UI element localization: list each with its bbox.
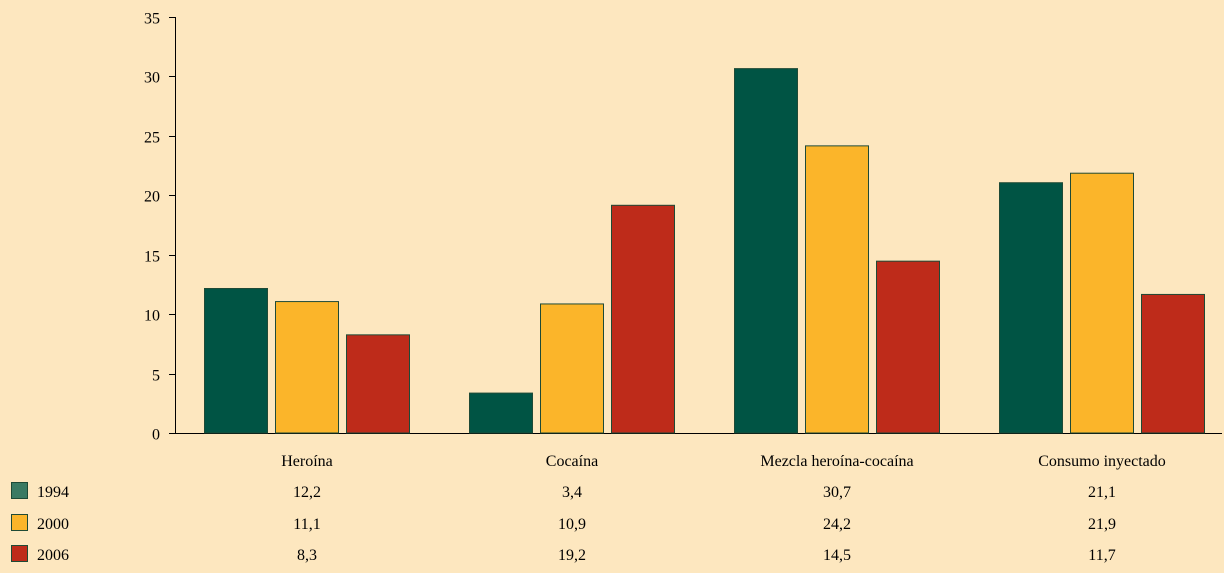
data-label: 8,3	[297, 547, 317, 564]
y-tick-label: 10	[144, 308, 160, 325]
data-label: 11,1	[293, 516, 320, 533]
category-label: Consumo inyectado	[1038, 453, 1166, 470]
bar-2006-2	[611, 204, 675, 434]
data-label: 19,2	[558, 547, 586, 564]
data-label: 14,5	[823, 547, 851, 564]
bar-2006-4	[1141, 293, 1205, 434]
data-label: 30,7	[823, 484, 851, 501]
y-tick-label: 5	[152, 368, 160, 385]
bar-2000-4	[1070, 172, 1134, 434]
legend-label: 2006	[37, 547, 69, 564]
bar-2006-1	[346, 334, 410, 434]
data-label: 10,9	[558, 516, 586, 533]
bar-2006-3	[876, 260, 940, 434]
bar-1994-2	[469, 392, 533, 434]
y-tick-label: 30	[144, 70, 160, 87]
data-label: 24,2	[823, 516, 851, 533]
data-label: 21,9	[1088, 516, 1116, 533]
category-label: Cocaína	[546, 453, 598, 470]
y-tick-label: 25	[144, 130, 160, 147]
legend-swatch-2006	[11, 545, 28, 562]
bar-2000-3	[805, 145, 869, 434]
data-label: 11,7	[1088, 547, 1115, 564]
y-tick-label: 20	[144, 189, 160, 206]
y-tick-label: 15	[144, 249, 160, 266]
y-tick-label: 35	[144, 11, 160, 28]
legend-swatch-1994	[11, 482, 28, 499]
category-label: Mezcla heroína-cocaína	[760, 453, 913, 470]
category-label: Heroína	[281, 453, 333, 470]
bar-1994-4	[999, 182, 1063, 434]
legend-label: 2000	[37, 516, 69, 533]
legend-swatch-2000	[11, 514, 28, 531]
y-tick-label: 0	[152, 427, 160, 444]
bar-1994-3	[734, 68, 798, 434]
data-label: 21,1	[1088, 484, 1116, 501]
bar-1994-1	[204, 287, 268, 434]
bar-2000-2	[540, 303, 604, 434]
legend-label: 1994	[37, 484, 69, 501]
data-label: 12,2	[293, 484, 321, 501]
bar-2000-1	[275, 301, 339, 434]
data-label: 3,4	[562, 484, 582, 501]
